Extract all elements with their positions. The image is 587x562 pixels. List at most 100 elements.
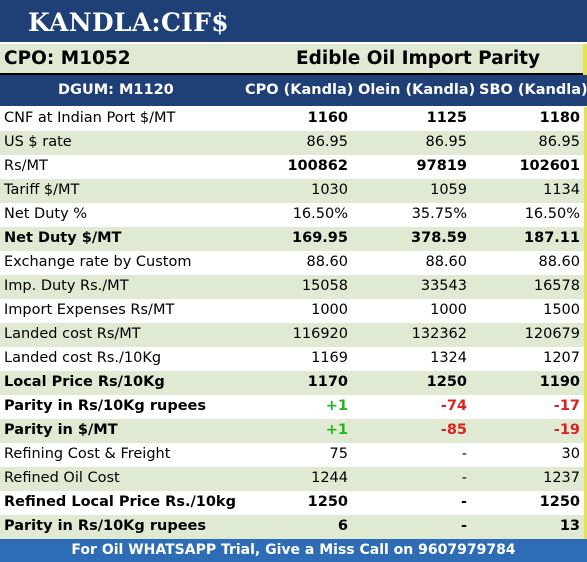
cell-cpo: 1169: [311, 350, 348, 366]
cell-olein: 88.60: [425, 254, 467, 270]
table-row: Refined Local Price Rs./10kg 1250 - 1250: [0, 491, 587, 515]
table-row: US $ rate 86.95 86.95 86.95: [0, 131, 587, 155]
cell-cpo: 86.95: [306, 134, 348, 150]
cell-olein: 35.75%: [411, 206, 467, 222]
cell-olein: 378.59: [411, 230, 467, 246]
cell-cpo: 169.95: [292, 230, 348, 246]
table-row: Landed cost Rs/MT 116920 132362 120679: [0, 323, 587, 347]
table-row: Imp. Duty Rs./MT 15058 33543 16578: [0, 275, 587, 299]
cell-olein: 1059: [430, 182, 467, 198]
cell-sbo: 1250: [539, 494, 580, 510]
cell-cpo: 15058: [301, 278, 348, 294]
cell-olein: 1324: [430, 350, 467, 366]
cell-sbo: 1237: [543, 470, 580, 486]
edge-marker: [584, 155, 587, 179]
cell-cpo: 1160: [307, 110, 348, 126]
cell-sbo: 16578: [533, 278, 580, 294]
cell-olein: -: [461, 470, 467, 486]
cell-cpo: 88.60: [306, 254, 348, 270]
cell-cpo: 116920: [292, 326, 348, 342]
edge-marker: [584, 515, 587, 539]
cell-sbo: 1190: [539, 374, 580, 390]
subheader-bar: CPO: M1052 Edible Oil Import Parity: [0, 44, 587, 75]
cell-olein: 132362: [411, 326, 467, 342]
cell-olein: -: [461, 446, 467, 462]
cell-cpo: 6: [337, 518, 348, 534]
cell-cpo: 1030: [311, 182, 348, 198]
row-label: Refined Oil Cost: [4, 470, 120, 486]
row-label: Local Price Rs/10Kg: [4, 374, 165, 390]
row-label: Refining Cost & Freight: [4, 446, 171, 462]
cell-sbo: 102601: [519, 158, 580, 174]
cell-sbo: 1134: [543, 182, 580, 198]
column-header-olein: Olein (Kandla): [358, 82, 476, 98]
cell-sbo: -19: [553, 422, 580, 438]
row-label: Refined Local Price Rs./10kg: [4, 494, 236, 510]
table-row: Exchange rate by Custom 88.60 88.60 88.60: [0, 251, 587, 275]
cell-cpo: +1: [325, 398, 348, 414]
edge-marker: [584, 467, 587, 491]
cell-cpo: +1: [325, 422, 348, 438]
edge-marker: [584, 395, 587, 419]
edge-marker: [584, 491, 587, 515]
table-row: Parity in Rs/10Kg rupees 6 - 13: [0, 515, 587, 539]
edge-marker: [584, 323, 587, 347]
cell-sbo: -17: [553, 398, 580, 414]
page-title: KANDLA:CIF$: [28, 8, 229, 37]
row-label: Tariff $/MT: [4, 182, 80, 198]
column-header-sbo: SBO (Kandla): [479, 82, 587, 98]
cell-cpo: 16.50%: [292, 206, 348, 222]
edge-marker: [584, 275, 587, 299]
edge-marker: [584, 179, 587, 203]
cell-sbo: 187.11: [524, 230, 580, 246]
edge-marker: [584, 251, 587, 275]
edge-marker: [584, 419, 587, 443]
cell-olein: 97819: [416, 158, 467, 174]
table-row: Net Duty % 16.50% 35.75% 16.50%: [0, 203, 587, 227]
row-label: Imp. Duty Rs./MT: [4, 278, 129, 294]
cell-olein: -: [460, 494, 467, 510]
cell-sbo: 1500: [543, 302, 580, 318]
row-label: Net Duty %: [4, 206, 88, 222]
cpo-contract-label: CPO: M1052: [4, 48, 131, 69]
cell-cpo: 1000: [311, 302, 348, 318]
edge-marker: [584, 131, 587, 155]
footer-banner: For Oil WHATSAPP Trial, Give a Miss Call…: [0, 539, 587, 562]
edge-marker: [584, 443, 587, 467]
column-header-cpo: CPO (Kandla): [245, 82, 354, 98]
cell-olein: 1125: [426, 110, 467, 126]
table-row: CNF at Indian Port $/MT 1160 1125 1180: [0, 107, 587, 131]
cell-sbo: 86.95: [538, 134, 580, 150]
cell-olein: -74: [440, 398, 467, 414]
row-label: Landed cost Rs/MT: [4, 326, 141, 342]
table-row: Refining Cost & Freight 75 - 30: [0, 443, 587, 467]
table-body: CNF at Indian Port $/MT 1160 1125 1180 US $ …: [0, 107, 587, 539]
table-row: Net Duty $/MT 169.95 378.59 187.11: [0, 227, 587, 251]
table-row: Import Expenses Rs/MT 1000 1000 1500: [0, 299, 587, 323]
cell-sbo: 1207: [543, 350, 580, 366]
row-label: Landed cost Rs./10Kg: [4, 350, 162, 366]
edge-marker: [584, 227, 587, 251]
cell-sbo: 1180: [539, 110, 580, 126]
table-header: DGUM: M1120 CPO (Kandla) Olein (Kandla) …: [0, 75, 587, 106]
row-label: US $ rate: [4, 134, 72, 150]
table-row: Parity in Rs/10Kg rupees +1 -74 -17: [0, 395, 587, 419]
table-row: Parity in $/MT +1 -85 -19: [0, 419, 587, 443]
cell-cpo: 1250: [307, 494, 348, 510]
cell-olein: 33543: [420, 278, 467, 294]
cell-cpo: 1170: [307, 374, 348, 390]
edge-marker: [584, 299, 587, 323]
cell-sbo: 88.60: [538, 254, 580, 270]
row-label: Import Expenses Rs/MT: [4, 302, 175, 318]
edge-marker: [584, 347, 587, 371]
cell-olein: 86.95: [425, 134, 467, 150]
row-label: Parity in Rs/10Kg rupees: [4, 398, 207, 414]
edge-marker: [584, 371, 587, 395]
column-header-dgum: DGUM: M1120: [58, 82, 174, 98]
edge-marker: [584, 203, 587, 227]
edge-marker: [583, 44, 587, 75]
row-label: Parity in Rs/10Kg rupees: [4, 518, 207, 534]
row-label: Exchange rate by Custom: [4, 254, 192, 270]
row-label: Parity in $/MT: [4, 422, 118, 438]
